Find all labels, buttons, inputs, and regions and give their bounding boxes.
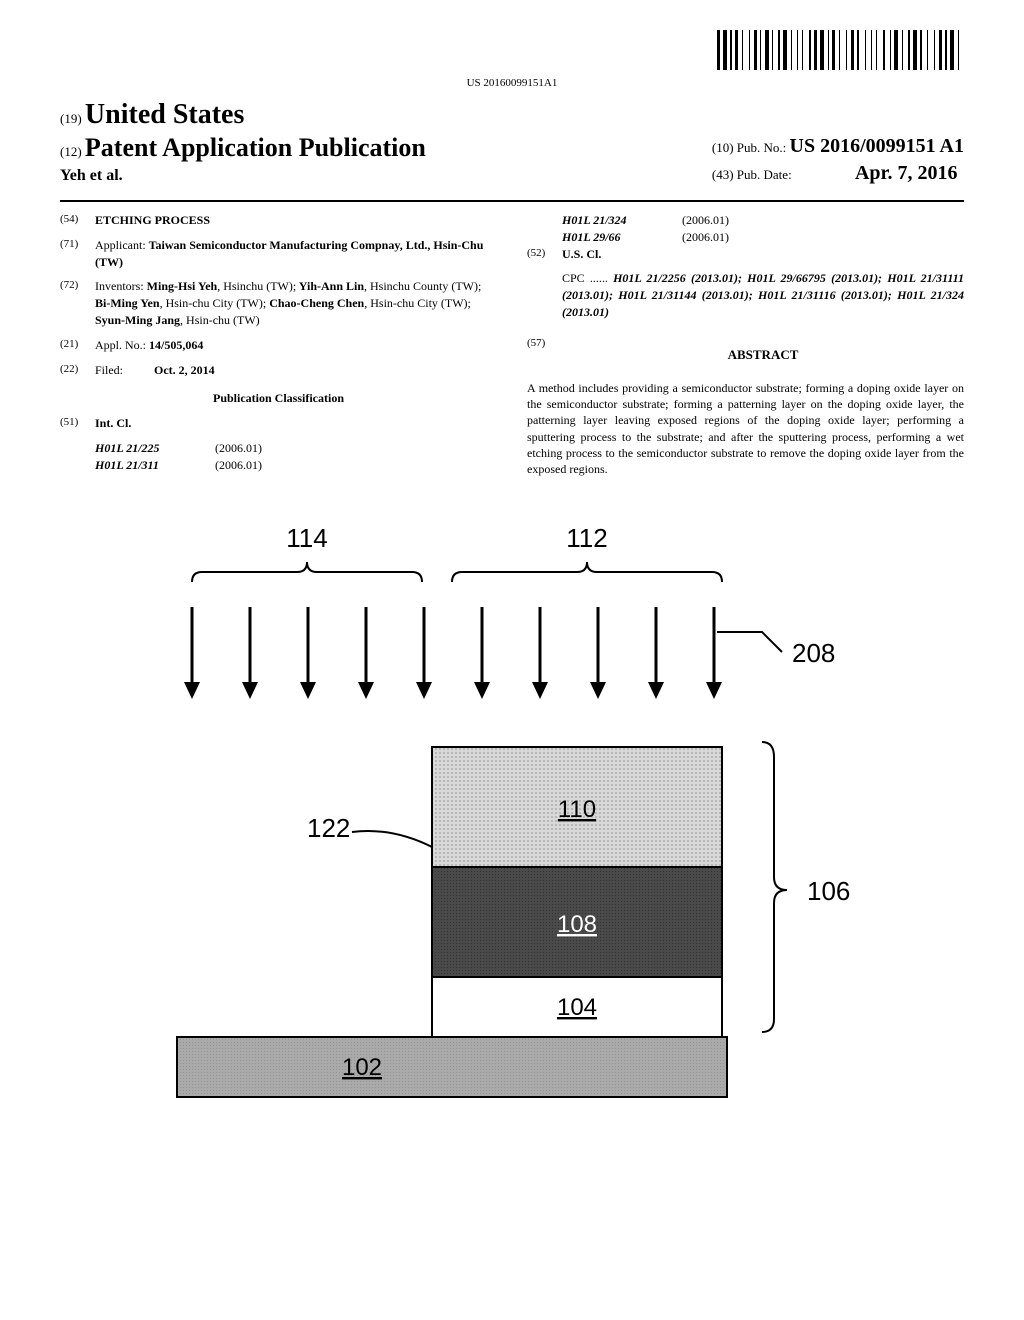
country-name: United States	[85, 99, 244, 130]
filed-label: Filed:	[95, 363, 123, 377]
header-right: (10) Pub. No.: US 2016/0099151 A1 (43) P…	[712, 135, 964, 185]
pub-date-label: Pub. Date:	[737, 167, 792, 182]
int-cl-label: Int. Cl.	[95, 416, 131, 430]
patent-figure: 114 112 208 110 122 108 104 102	[60, 507, 964, 1187]
figure-label-122: 122	[307, 813, 350, 843]
field-51-num: (51)	[60, 415, 95, 432]
abstract-heading: ABSTRACT	[562, 346, 964, 364]
pub-no-value: US 2016/0099151 A1	[790, 135, 964, 157]
field-72-num: (72)	[60, 278, 95, 328]
applicant-value: Taiwan Semiconductor Manufacturing Compn…	[95, 238, 483, 269]
invention-title: ETCHING PROCESS	[95, 212, 497, 229]
field-12: (12)	[60, 144, 82, 159]
figure-container: 114 112 208 110 122 108 104 102	[60, 507, 964, 1187]
int-cl-entry: H01L 21/225(2006.01)	[95, 440, 497, 457]
appl-no-value: 14/505,064	[149, 338, 203, 352]
field-54-num: (54)	[60, 212, 95, 229]
sputtering-arrows	[184, 607, 722, 699]
pub-date-value: Apr. 7, 2016	[855, 162, 958, 184]
field-71-num: (71)	[60, 237, 95, 271]
figure-label-104: 104	[557, 994, 597, 1021]
cpc-codes: H01L 21/2256 (2013.01); H01L 29/66795 (2…	[562, 271, 964, 319]
layer-102	[177, 1037, 727, 1097]
right-column: H01L 21/324(2006.01)H01L 29/66(2006.01) …	[527, 212, 964, 477]
cpc-prefix: CPC ......	[562, 271, 608, 285]
leader-122	[352, 831, 432, 847]
header-divider	[60, 200, 964, 202]
int-cl-entry: H01L 29/66(2006.01)	[562, 229, 964, 246]
applicant-label: Applicant:	[95, 238, 146, 252]
figure-label-114: 114	[286, 523, 327, 553]
field-21-num: (21)	[60, 337, 95, 354]
brace-106	[762, 742, 787, 1032]
field-52-num: (52)	[527, 246, 562, 263]
figure-label-106: 106	[807, 876, 850, 906]
inventors-label: Inventors:	[95, 279, 144, 293]
us-cl-label: U.S. Cl.	[562, 247, 601, 261]
filed-value: Oct. 2, 2014	[154, 363, 215, 377]
brace-114	[192, 562, 422, 582]
pub-no-label: Pub. No.:	[737, 140, 786, 155]
brace-112	[452, 562, 722, 582]
content-columns: (54) ETCHING PROCESS (71) Applicant: Tai…	[60, 212, 964, 477]
figure-label-112: 112	[566, 523, 607, 553]
leader-208	[717, 632, 782, 652]
field-57-num: (57)	[527, 336, 562, 372]
abstract-text: A method includes providing a semiconduc…	[527, 380, 964, 477]
inventors-value: Ming-Hsi Yeh, Hsinchu (TW); Yih-Ann Lin,…	[95, 279, 481, 327]
appl-no-label: Appl. No.:	[95, 338, 146, 352]
figure-label-110: 110	[558, 796, 596, 823]
publication-type: Patent Application Publication	[85, 133, 426, 162]
field-22-num: (22)	[60, 362, 95, 379]
left-column: (54) ETCHING PROCESS (71) Applicant: Tai…	[60, 212, 497, 477]
figure-label-208: 208	[792, 638, 835, 668]
int-cl-entry: H01L 21/324(2006.01)	[562, 212, 964, 229]
int-cl-entry: H01L 21/311(2006.01)	[95, 457, 497, 474]
barcode-section: US 20160099151A1	[60, 30, 964, 89]
pub-classification-heading: Publication Classification	[60, 390, 497, 407]
field-19: (19)	[60, 111, 82, 126]
figure-label-102: 102	[342, 1054, 382, 1081]
barcode-graphic	[684, 30, 964, 70]
figure-label-108: 108	[557, 911, 597, 938]
field-10: (10)	[712, 140, 734, 155]
barcode-number: US 20160099151A1	[60, 77, 964, 89]
field-43: (43)	[712, 167, 734, 182]
